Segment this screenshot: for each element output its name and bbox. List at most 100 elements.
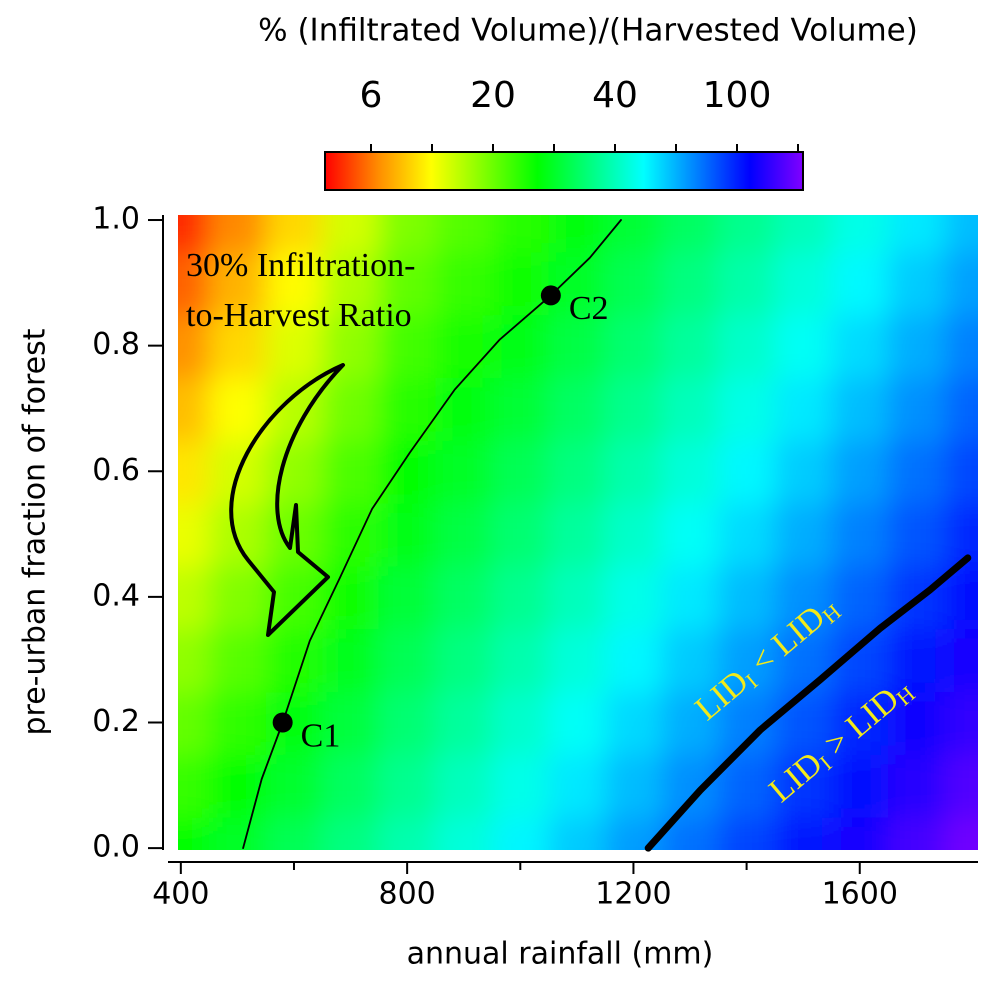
heat-cell (265, 565, 324, 630)
heat-cell (209, 377, 267, 441)
heat-cell (831, 753, 890, 818)
heat-cell (265, 816, 324, 850)
heat-cell (605, 691, 663, 755)
heat-cell (209, 753, 267, 818)
heat-cell (265, 314, 324, 379)
heat-cell (492, 215, 550, 253)
heat-cell (378, 691, 437, 755)
boundary-line (644, 554, 972, 852)
heat-cell (661, 251, 720, 316)
heat-cell (265, 251, 324, 316)
heat-cell (605, 502, 663, 567)
heat-cell (774, 215, 833, 253)
heat-cell (378, 565, 437, 630)
heat-cell (661, 314, 720, 379)
annotation: 30% Infiltration- (186, 247, 415, 284)
heat-cell (492, 502, 550, 567)
heat-cell (944, 628, 978, 693)
heat-cell (548, 691, 607, 755)
heat-cell (944, 565, 978, 630)
heat-cell (605, 439, 663, 504)
heat-cell (718, 502, 776, 567)
heat-cell (435, 439, 494, 504)
heat-cell (944, 439, 978, 504)
heat-cell (378, 377, 437, 441)
heat-cell (831, 251, 890, 316)
y-tick-label: 0.4 (92, 578, 140, 613)
point-label: C1 (301, 717, 341, 754)
x-tick-label: 1200 (595, 877, 671, 912)
heat-cell (378, 215, 437, 253)
heat-cell (435, 314, 494, 379)
heat-cell (492, 439, 550, 504)
heat-cell (774, 502, 833, 567)
heat-cell (378, 628, 437, 693)
colorbar-tick-label: 40 (592, 75, 638, 116)
heat-cell (605, 314, 663, 379)
heat-cell (831, 439, 890, 504)
heat-cell (322, 628, 380, 693)
heat-cell (888, 628, 946, 693)
heat-cell (265, 753, 324, 818)
heat-cell (209, 215, 267, 253)
heat-cell (548, 314, 607, 379)
x-tick-label: 1600 (822, 877, 898, 912)
heat-cell (178, 314, 211, 379)
heat-cell (435, 628, 494, 693)
heat-cell (605, 215, 663, 253)
heat-cell (548, 753, 607, 818)
heat-cell (178, 502, 211, 567)
heat-cell (605, 628, 663, 693)
heat-cell (718, 377, 776, 441)
heat-cell (378, 439, 437, 504)
heat-cell (322, 753, 380, 818)
heat-cell (178, 816, 211, 850)
heat-cell (492, 251, 550, 316)
heat-cell (888, 314, 946, 379)
heat-cell (888, 377, 946, 441)
heat-cell (435, 565, 494, 630)
heat-cell (548, 565, 607, 630)
heat-cell (492, 628, 550, 693)
heat-cell (435, 691, 494, 755)
heat-cell (178, 628, 211, 693)
point-label: C2 (569, 290, 609, 327)
heat-cell (774, 251, 833, 316)
heat-cell (435, 502, 494, 567)
heat-cell (888, 691, 946, 755)
colorbar-tick-label: 100 (703, 75, 772, 116)
y-tick-label: 0.0 (92, 830, 140, 865)
heat-cell (774, 377, 833, 441)
heat-cell (209, 628, 267, 693)
heat-cell (548, 377, 607, 441)
heat-cell (322, 816, 380, 850)
heat-cell (888, 753, 946, 818)
heat-cell (548, 215, 607, 253)
heat-cell (209, 565, 267, 630)
heat-cell (178, 215, 211, 253)
x-axis-title: annual rainfall (mm) (407, 937, 714, 972)
heat-cell (492, 377, 550, 441)
heat-cell (718, 251, 776, 316)
heat-cell (774, 753, 833, 818)
heat-cell (831, 565, 890, 630)
heat-cell (888, 816, 946, 850)
heat-cell (888, 215, 946, 253)
heat-cell (718, 215, 776, 253)
heat-cell (831, 215, 890, 253)
heat-cell (265, 439, 324, 504)
heat-cell (774, 565, 833, 630)
heat-cell (492, 753, 550, 818)
colorbar-title: % (Infiltrated Volume)/(Harvested Volume… (258, 13, 918, 49)
heat-cell (378, 816, 437, 850)
heat-cell (661, 377, 720, 441)
heat-cell (774, 314, 833, 379)
heat-cell (605, 377, 663, 441)
heat-cell (831, 377, 890, 441)
x-tick-label: 400 (152, 877, 209, 912)
heat-cell (178, 439, 211, 504)
heat-cell (605, 251, 663, 316)
heat-cell (661, 502, 720, 567)
heat-cell (435, 215, 494, 253)
heat-cell (209, 251, 267, 316)
